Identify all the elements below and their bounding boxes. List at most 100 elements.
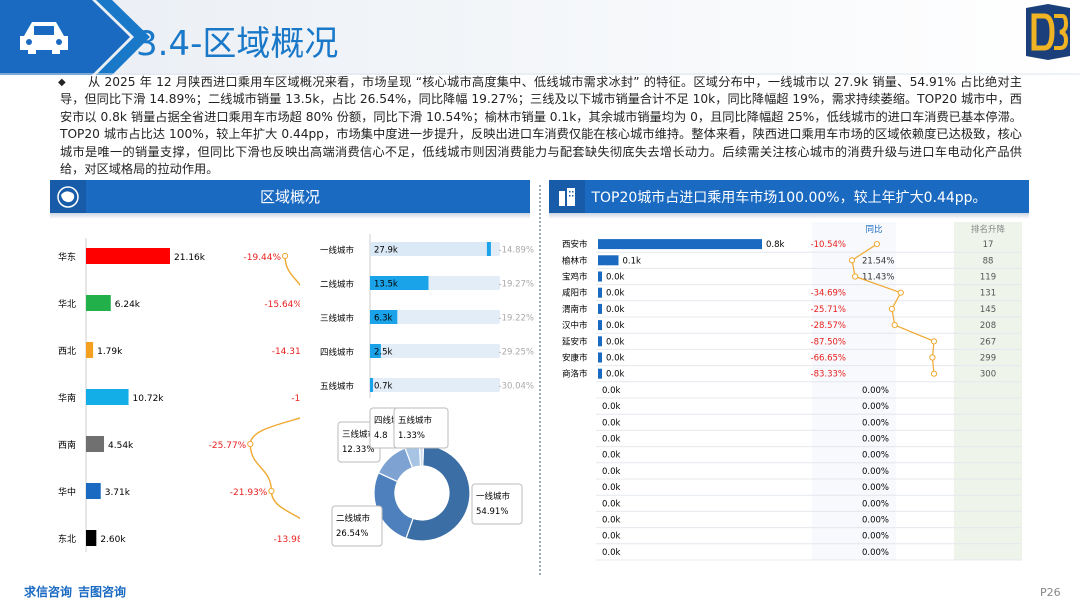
- city-value-label: 0.0k: [602, 532, 621, 542]
- city-bar: [598, 320, 602, 331]
- city-yoy-label: 21.54%: [862, 256, 894, 266]
- city-value-label: 0.8k: [766, 240, 785, 250]
- donut-category-label: 二线城市: [336, 513, 371, 524]
- region-label: 西南: [58, 439, 76, 451]
- city-label: 榆林市: [562, 255, 588, 266]
- header-band: [0, 0, 1080, 75]
- city-yoy-label: -10.54%: [811, 240, 846, 250]
- donut-value-label: 12.33%: [342, 445, 374, 455]
- city-rank-label: 300: [980, 370, 996, 380]
- city-bar: [598, 336, 602, 347]
- city-value-label: 0.0k: [602, 402, 621, 412]
- donut-category-label: 五线城市: [398, 415, 433, 426]
- region-bar: [86, 436, 105, 452]
- city-yoy-label: 0.00%: [862, 386, 889, 396]
- tier-bar: [370, 276, 429, 290]
- city-value-label: 0.0k: [606, 354, 625, 364]
- city-yoy-label: 0.00%: [862, 548, 889, 558]
- city-yoy-label: -87.50%: [811, 337, 846, 347]
- city-rank-label: 299: [980, 354, 996, 364]
- map-icon: [50, 180, 86, 213]
- city-label: 宝鸡市: [562, 272, 588, 283]
- rank-column-bg: [954, 222, 1022, 560]
- city-yoy-point: [897, 289, 904, 296]
- region-bar: [86, 248, 170, 264]
- footer-brand-2[interactable]: 吉图咨询: [78, 585, 127, 599]
- right-section-bar: TOP20城市占进口乘用车市场100.00%，较上年扩大0.44pp。: [549, 180, 1029, 213]
- city-label: 安康市: [562, 353, 588, 364]
- city-value-label: 0.0k: [602, 548, 621, 558]
- city-yoy-label: 0.00%: [862, 402, 889, 412]
- tier-yoy-label: -19.27%: [499, 280, 534, 290]
- region-yoy-label: -21.93%: [230, 488, 268, 498]
- region-label: 华南: [58, 392, 76, 404]
- donut-value-label: 1.33%: [398, 431, 425, 441]
- city-yoy-point: [929, 354, 936, 361]
- region-yoy-label: -13.98%: [274, 535, 300, 545]
- donut-callout: 五线城市 1.33%: [393, 407, 449, 449]
- tier-label: 二线城市: [320, 279, 355, 290]
- city-yoy-point: [848, 257, 856, 264]
- donut-callout-box: [471, 483, 523, 525]
- tier-bar-chart: 一线城市 27.9k -14.89% 二线城市 13.5k -19.27% 三线城市 6.3k…: [320, 234, 534, 398]
- city-rank-label: 88: [983, 256, 994, 266]
- city-value-label: 0.0k: [606, 289, 625, 299]
- city-yoy-label: 0.00%: [862, 418, 889, 428]
- donut-category-label: 四线城市: [374, 415, 409, 426]
- region-yoy-label: -19.44%: [244, 253, 282, 263]
- region-yoy-point: [268, 487, 275, 495]
- yoy-header: 同比: [865, 224, 882, 235]
- panel-divider: [539, 185, 541, 575]
- region-bar: [86, 483, 101, 499]
- city-yoy-point: [852, 273, 859, 280]
- donut-category-label: 三线城市: [342, 429, 377, 440]
- tier-yoy-label: -29.25%: [499, 348, 534, 358]
- city-label: 渭南市: [562, 304, 588, 315]
- city-yoy-label: 0.00%: [862, 467, 889, 477]
- left-section-title: 区域概况: [259, 188, 320, 206]
- city-rank-label: 119: [980, 273, 996, 283]
- region-yoy-label: -14.31%: [272, 347, 300, 357]
- city-rank-label: 208: [980, 321, 996, 331]
- city-yoy-point: [888, 305, 895, 313]
- city-value-label: 0.0k: [602, 418, 621, 428]
- city-value-label: 0.0k: [606, 305, 625, 315]
- region-yoy-point: [247, 440, 254, 448]
- city-value-label: 0.0k: [606, 337, 625, 347]
- city-yoy-label: 0.00%: [862, 483, 889, 493]
- region-bar-chart: 华东 21.16k -19.44% 华北 6.24k -15.64% 西北 1.79k -14.…: [58, 238, 300, 552]
- tier-label: 四线城市: [320, 347, 355, 358]
- city-yoy-label: -66.65%: [811, 354, 846, 364]
- city-bar: [598, 303, 602, 314]
- city-label: 汉中市: [562, 320, 588, 331]
- city-yoy-label: -83.33%: [811, 370, 846, 380]
- region-value-label: 10.72k: [133, 394, 165, 404]
- city-label: 咸阳市: [562, 288, 588, 299]
- footer-brand-1[interactable]: 求信咨询: [24, 585, 73, 599]
- city-bar: [598, 271, 602, 282]
- tier-yoy-label: -30.04%: [499, 382, 534, 392]
- region-value-label: 2.60k: [100, 535, 126, 545]
- tier-value-label: 27.9k: [374, 246, 398, 256]
- region-value-label: 3.71k: [105, 488, 131, 498]
- tier-value-label: 0.7k: [374, 382, 393, 392]
- region-value-label: 6.24k: [115, 300, 141, 310]
- donut-callout-box: [393, 407, 449, 449]
- summary-text: 从 2025 年 12 月陕西进口乘用车区域概况来看，市场呈现 “核心城市高度集…: [60, 75, 1022, 177]
- region-yoy-point: [281, 252, 289, 260]
- region-bar: [86, 530, 97, 546]
- tier-bar: [370, 378, 374, 392]
- city-value-label: 0.0k: [602, 516, 621, 526]
- region-bar: [86, 295, 111, 311]
- tier-bar: [370, 242, 491, 256]
- donut-callout-box: [331, 505, 383, 547]
- page-number: P26: [1040, 586, 1061, 599]
- region-label: 华中: [58, 486, 76, 498]
- tier-yoy-label: -19.22%: [499, 314, 534, 324]
- buildings-icon: [549, 180, 585, 213]
- donut-callout: 二线城市 26.54%: [331, 505, 383, 547]
- donut-category-label: 一线城市: [476, 491, 511, 502]
- city-yoy-label: -34.69%: [811, 289, 846, 299]
- city-value-label: 0.1k: [623, 256, 642, 266]
